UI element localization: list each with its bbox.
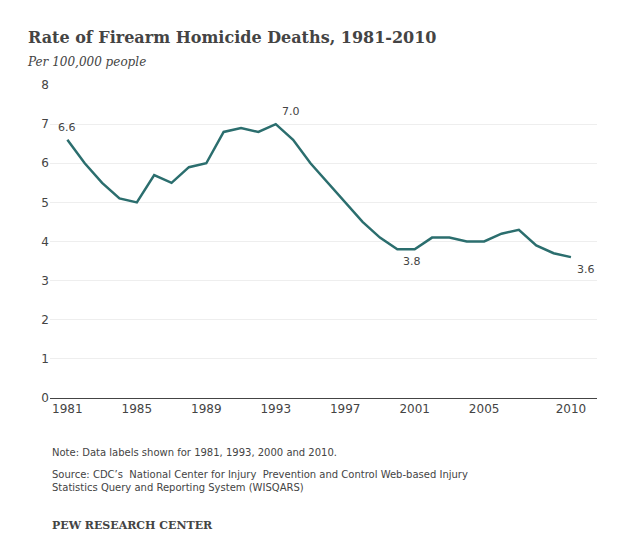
svg-text:3.6: 3.6 — [577, 263, 595, 276]
svg-text:7.0: 7.0 — [282, 105, 300, 118]
svg-text:PEW RESEARCH CENTER: PEW RESEARCH CENTER — [52, 519, 213, 532]
svg-text:1981: 1981 — [52, 402, 83, 416]
svg-text:6.6: 6.6 — [58, 121, 76, 134]
svg-text:2005: 2005 — [469, 402, 500, 416]
svg-text:7: 7 — [41, 117, 49, 131]
svg-text:1993: 1993 — [260, 402, 291, 416]
svg-text:2001: 2001 — [399, 402, 430, 416]
svg-text:4: 4 — [41, 235, 49, 249]
svg-text:2: 2 — [41, 313, 49, 327]
svg-text:Source: CDC’s National Center: Source: CDC’s National Center for Injury… — [52, 469, 468, 493]
svg-text:3.8: 3.8 — [403, 255, 421, 268]
svg-text:Note: Data labels shown for 19: Note: Data labels shown for 1981, 1993, … — [52, 447, 337, 458]
svg-text:3: 3 — [41, 274, 49, 288]
svg-text:8: 8 — [41, 78, 49, 92]
svg-text:2010: 2010 — [556, 402, 587, 416]
svg-text:1997: 1997 — [330, 402, 361, 416]
svg-text:Rate of Firearm Homicide Death: Rate of Firearm Homicide Deaths, 1981-20… — [28, 28, 437, 47]
svg-text:1: 1 — [41, 352, 49, 366]
svg-text:1985: 1985 — [122, 402, 153, 416]
svg-text:Per 100,000 people: Per 100,000 people — [27, 55, 146, 69]
svg-text:5: 5 — [41, 196, 49, 210]
svg-text:6: 6 — [41, 156, 49, 170]
svg-text:1989: 1989 — [191, 402, 222, 416]
svg-text:0: 0 — [41, 391, 49, 405]
